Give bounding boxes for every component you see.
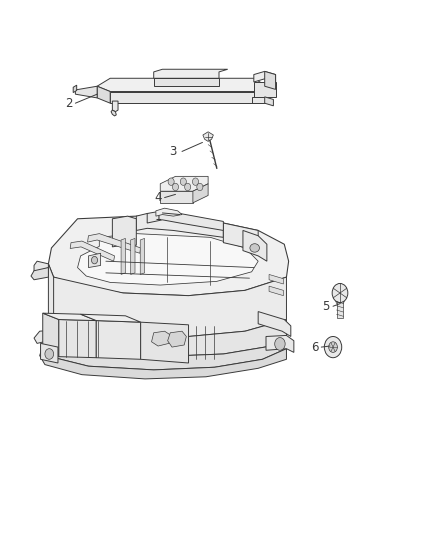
Polygon shape [160, 191, 193, 203]
Polygon shape [81, 314, 141, 322]
Polygon shape [34, 261, 48, 273]
Ellipse shape [250, 244, 259, 252]
Polygon shape [97, 86, 110, 103]
Circle shape [173, 183, 179, 191]
Text: 3: 3 [170, 145, 177, 158]
Circle shape [328, 342, 337, 352]
Polygon shape [53, 277, 286, 336]
Polygon shape [141, 322, 188, 363]
Polygon shape [48, 264, 80, 330]
Polygon shape [70, 241, 115, 261]
Polygon shape [254, 82, 276, 97]
Polygon shape [258, 312, 291, 336]
Circle shape [275, 337, 285, 350]
Polygon shape [59, 319, 96, 358]
Text: 2: 2 [65, 96, 73, 110]
Circle shape [332, 284, 348, 303]
Polygon shape [34, 330, 53, 343]
Polygon shape [152, 331, 171, 346]
Polygon shape [121, 238, 125, 274]
Polygon shape [111, 110, 116, 116]
Circle shape [180, 178, 186, 185]
Polygon shape [168, 331, 186, 347]
Polygon shape [43, 334, 286, 370]
Polygon shape [48, 216, 289, 296]
Polygon shape [45, 319, 286, 357]
Polygon shape [269, 274, 283, 284]
Text: 4: 4 [154, 191, 162, 204]
Polygon shape [131, 238, 135, 274]
Polygon shape [337, 300, 343, 318]
Polygon shape [88, 233, 141, 253]
Circle shape [336, 295, 344, 305]
Text: 6: 6 [311, 341, 318, 353]
Circle shape [197, 183, 203, 191]
Polygon shape [43, 313, 59, 357]
Polygon shape [88, 253, 101, 268]
Polygon shape [110, 92, 254, 103]
Bar [258, 86, 266, 93]
Polygon shape [154, 78, 219, 86]
Polygon shape [252, 97, 265, 103]
Polygon shape [78, 233, 258, 285]
Polygon shape [160, 176, 208, 191]
Polygon shape [41, 343, 58, 363]
Polygon shape [254, 71, 276, 82]
Text: 5: 5 [322, 300, 329, 313]
Polygon shape [266, 335, 294, 352]
Circle shape [168, 178, 174, 185]
Polygon shape [193, 184, 208, 203]
Circle shape [324, 336, 342, 358]
Polygon shape [40, 346, 286, 379]
Polygon shape [147, 211, 223, 230]
Polygon shape [156, 208, 182, 216]
Polygon shape [31, 268, 48, 280]
Circle shape [185, 183, 191, 191]
Circle shape [192, 178, 198, 185]
Polygon shape [113, 216, 136, 247]
Polygon shape [75, 86, 97, 98]
Polygon shape [136, 214, 223, 237]
Polygon shape [265, 97, 273, 106]
Polygon shape [243, 230, 267, 261]
Polygon shape [43, 313, 96, 320]
Polygon shape [203, 132, 213, 141]
Polygon shape [265, 71, 276, 90]
Polygon shape [223, 223, 258, 251]
Text: 1: 1 [154, 209, 162, 223]
Polygon shape [113, 101, 118, 112]
Polygon shape [269, 286, 283, 296]
Circle shape [92, 256, 98, 264]
Polygon shape [96, 320, 141, 359]
Polygon shape [97, 78, 267, 92]
Circle shape [45, 349, 53, 359]
Polygon shape [154, 69, 228, 78]
Polygon shape [140, 238, 145, 274]
Polygon shape [73, 85, 77, 93]
